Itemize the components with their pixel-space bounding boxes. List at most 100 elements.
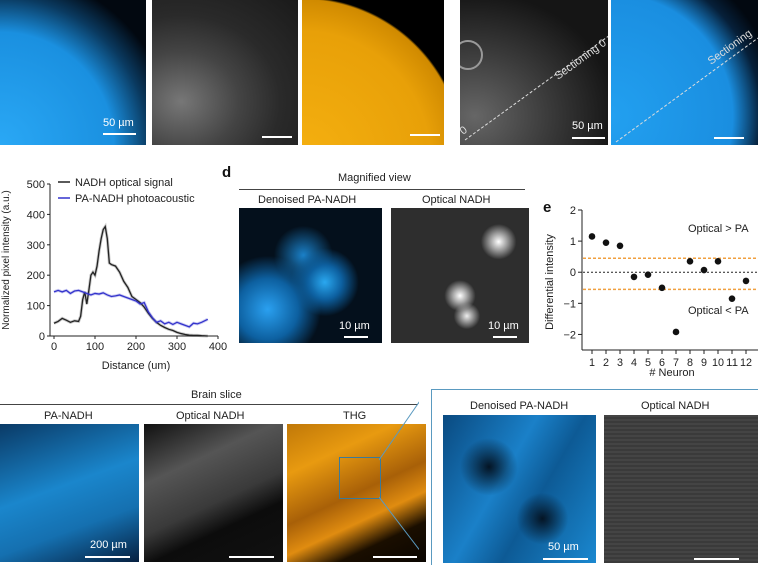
top-optical-nadh-image	[152, 0, 298, 145]
x-axis-label: # Neuron	[649, 367, 694, 379]
series-0-noise	[53, 222, 208, 338]
legend-pa-label: PA-NADH photoacoustic	[75, 193, 195, 205]
scale-bar	[229, 556, 274, 558]
data-point	[714, 258, 722, 265]
data-point	[616, 242, 624, 250]
y-tick-label: 1	[570, 236, 576, 248]
data-point	[672, 328, 680, 336]
y-tick-label: 0	[39, 331, 45, 343]
x-tick-label: 6	[659, 357, 665, 369]
x-tick-label: 5	[645, 357, 651, 369]
scale-bar	[543, 558, 588, 560]
sectioning-line	[615, 37, 758, 143]
top-pa-sectioning-image: Sectioning	[611, 0, 758, 145]
scale-bar	[714, 137, 744, 139]
annotation-optical-less: Optical < PA	[688, 305, 749, 317]
brain-slice-rule	[0, 404, 418, 405]
scale-bar	[694, 558, 739, 560]
zoom-optical-label: Optical NADH	[641, 400, 710, 412]
y-tick-label: −1	[563, 298, 576, 310]
data-point	[658, 284, 666, 292]
y-tick-label: 500	[27, 179, 45, 191]
scale-bar	[262, 136, 292, 138]
magnified-optical-image: 10 µm	[391, 208, 529, 343]
scale-label: 50 µm	[548, 541, 579, 553]
y-axis-label: Normalized pixel intensity (a.u.)	[1, 190, 12, 330]
x-tick-label: 12	[740, 357, 752, 369]
brain-slice-title: Brain slice	[191, 389, 242, 401]
zoom-region-box	[339, 457, 381, 499]
x-tick-label: 10	[712, 357, 724, 369]
scale-label: 200 µm	[90, 539, 127, 551]
cell-ring	[460, 40, 483, 70]
scale-bar	[493, 336, 517, 338]
x-tick-label: 100	[86, 341, 104, 353]
data-point	[686, 258, 694, 265]
scale-label: 10 µm	[339, 320, 370, 332]
zoom-pa-label: Denoised PA-NADH	[470, 400, 569, 412]
top-optical-sectioning-image: Sectioning 0 0 50 µm	[460, 0, 608, 145]
scale-label: 50 µm	[103, 117, 134, 129]
data-point	[630, 273, 638, 281]
top-thg-image	[302, 0, 444, 145]
y-tick-label: 0	[570, 267, 576, 279]
x-tick-label: 7	[673, 357, 679, 369]
panel-letter-d: d	[222, 164, 232, 181]
scale-label: 50 µm	[572, 120, 603, 132]
x-tick-label: 0	[51, 341, 57, 353]
data-point	[602, 239, 610, 246]
magnified-pa-image: 10 µm	[239, 208, 382, 343]
zoom-pa-image: 50 µm	[443, 415, 596, 563]
scale-bar	[85, 556, 130, 558]
magnified-view-title: Magnified view	[338, 172, 411, 184]
top-pa-nadh-image: 50 µm	[0, 0, 146, 145]
series-0-line	[53, 224, 208, 337]
brain-pa-label: PA-NADH	[44, 410, 93, 422]
y-axis-label: Differential intensity	[544, 234, 556, 330]
x-tick-label: 4	[631, 357, 637, 369]
y-tick-label: 300	[27, 240, 45, 252]
scale-bar	[572, 137, 605, 139]
zoom-connector-lines	[379, 401, 419, 551]
magnified-pa-label: Denoised PA-NADH	[258, 194, 357, 206]
scale-bar	[373, 556, 417, 558]
x-tick-label: 400	[209, 341, 227, 353]
y-tick-label: 200	[27, 270, 45, 282]
y-tick-label: 2	[570, 205, 576, 217]
magnified-view-rule	[239, 189, 525, 190]
data-point	[728, 295, 736, 302]
magnified-optical-label: Optical NADH	[422, 194, 491, 206]
panel-letter-e: e	[543, 199, 552, 216]
x-tick-label: 8	[687, 357, 693, 369]
scale-bar	[410, 134, 440, 136]
series-1-line	[53, 289, 209, 328]
data-point	[588, 233, 596, 240]
x-tick-label: 2	[603, 357, 609, 369]
x-tick-label: 11	[726, 357, 738, 369]
scale-bar	[344, 336, 368, 338]
sectioning-label: Sectioning 0	[553, 37, 608, 82]
brain-optical-label: Optical NADH	[176, 410, 245, 422]
brain-thg-label: THG	[343, 410, 367, 422]
sectioning-label: Sectioning	[706, 28, 755, 68]
legend-optical-label: NADH optical signal	[75, 177, 173, 189]
y-tick-label: −2	[563, 329, 576, 341]
y-tick-label: 100	[27, 301, 45, 313]
data-point	[742, 277, 750, 285]
data-point	[700, 266, 708, 274]
zoom-optical-image	[604, 415, 758, 563]
data-point	[644, 271, 652, 279]
x-tick-label: 300	[168, 341, 186, 353]
sectioning-start: 0	[460, 124, 470, 137]
x-tick-label: 1	[589, 357, 595, 369]
x-axis-label: Distance (um)	[102, 360, 170, 372]
line-chart: 0 100 200 300 400 0 100 200 300 400 500 Normalized…	[1, 177, 227, 372]
zoom-frame	[431, 389, 758, 565]
y-tick-label: 400	[27, 209, 45, 221]
scale-label: 10 µm	[488, 320, 519, 332]
brain-optical-image	[144, 424, 283, 562]
x-tick-label: 9	[701, 357, 707, 369]
x-tick-label: 3	[617, 357, 623, 369]
brain-pa-image: 200 µm	[0, 424, 139, 562]
